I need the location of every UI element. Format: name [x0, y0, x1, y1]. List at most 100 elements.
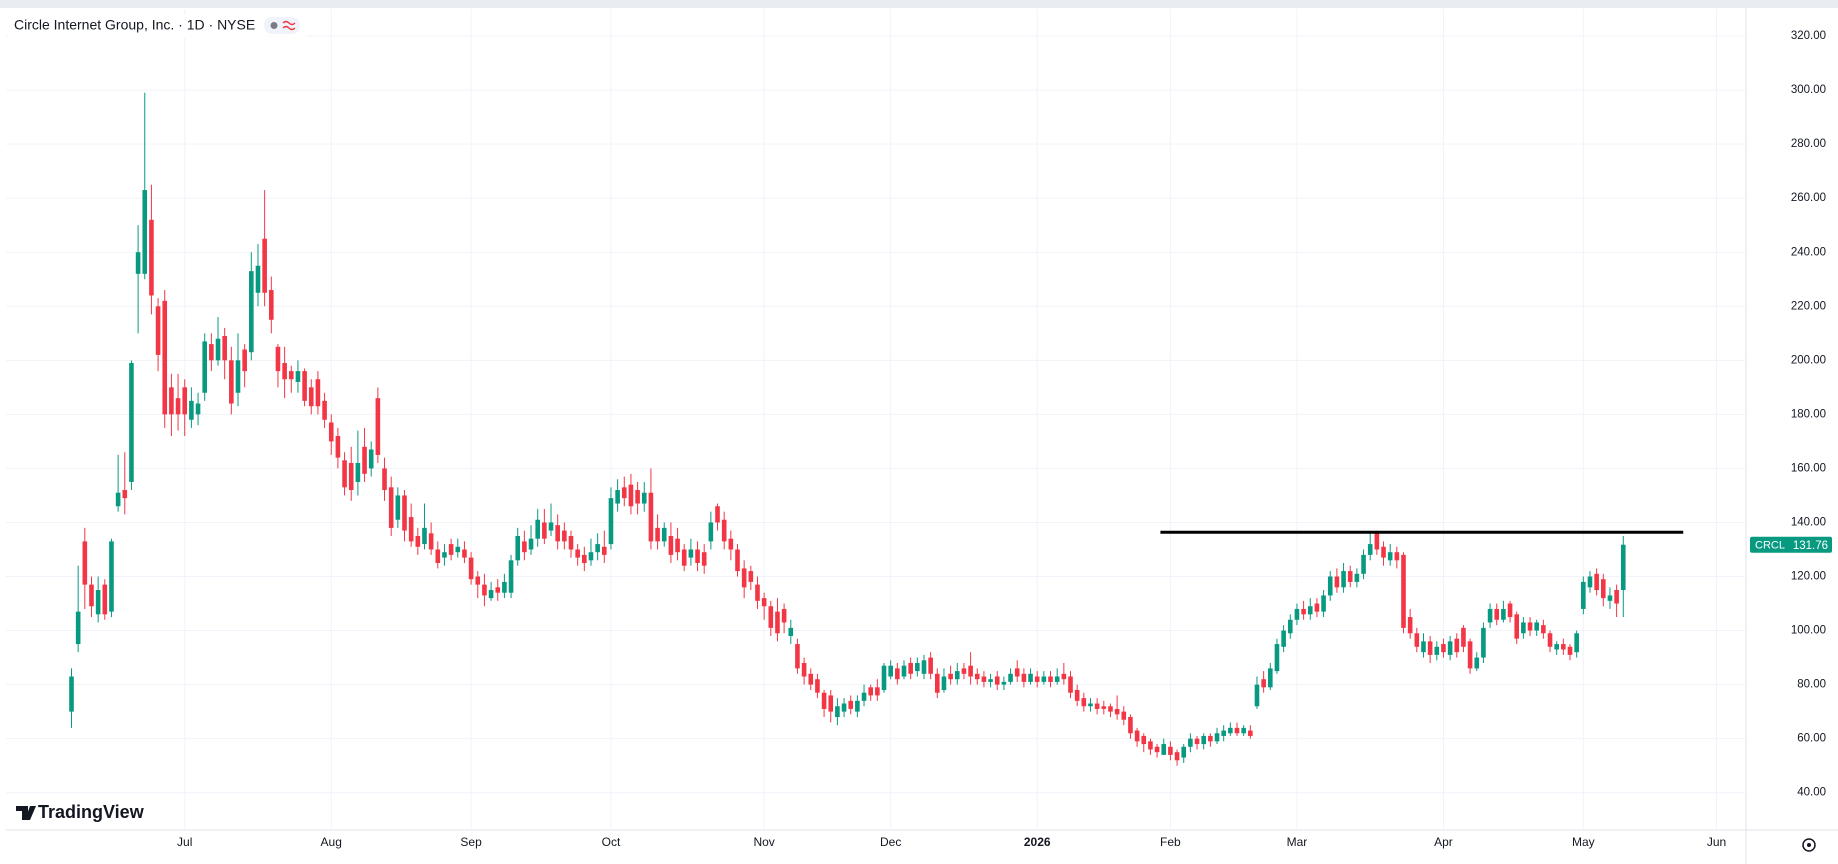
candle-body: [881, 665, 887, 691]
candle-body: [1314, 603, 1320, 612]
candle-body: [109, 541, 114, 612]
candles: [69, 92, 1684, 766]
candle-body: [775, 611, 780, 634]
candle-body: [1347, 571, 1353, 582]
y-tick-label: 320.00: [1791, 30, 1826, 42]
candle-body: [688, 549, 694, 558]
candle-body: [875, 687, 880, 696]
candle-body: [1034, 676, 1040, 682]
candle-body: [1194, 738, 1200, 745]
candle-body: [628, 484, 634, 507]
candle-body: [941, 676, 947, 691]
candle-body: [282, 363, 287, 380]
status-badge[interactable]: [264, 17, 300, 34]
candle-body: [142, 190, 148, 274]
candle-body: [602, 546, 607, 555]
y-tick-label: 280.00: [1791, 138, 1826, 150]
candle-body: [608, 498, 614, 545]
candle-body: [1321, 595, 1326, 612]
candle-body: [1434, 646, 1440, 655]
candle-body: [508, 560, 514, 593]
x-tick-label: Jun: [1707, 835, 1726, 849]
candle-body: [1028, 673, 1033, 682]
candle-body: [102, 584, 108, 615]
candle-body: [661, 527, 667, 542]
candle-body: [295, 371, 301, 382]
candle-body: [721, 519, 727, 542]
title-backdrop: [8, 14, 306, 38]
candle-body: [468, 557, 474, 580]
candle-body: [328, 422, 334, 442]
candle-body: [462, 549, 467, 558]
x-tick-label: 2026: [1024, 835, 1051, 849]
candle-body: [1101, 706, 1107, 709]
candle-body: [1467, 641, 1473, 669]
candle-body: [1307, 606, 1313, 615]
candle-body: [968, 665, 973, 677]
candle-body: [615, 490, 620, 504]
candle-body: [641, 492, 647, 504]
candle-body: [735, 549, 740, 572]
candle-body: [1341, 571, 1346, 588]
candle-body: [69, 676, 74, 712]
candle-body: [1228, 727, 1233, 734]
candle-body: [1188, 738, 1193, 747]
candle-body: [868, 687, 873, 696]
candle-body: [668, 535, 674, 555]
chart-title: Circle Internet Group, Inc. · 1D · NYSE: [14, 17, 255, 33]
candle-body: [981, 676, 987, 682]
candle-body: [748, 571, 754, 582]
candle-body: [355, 463, 361, 482]
candle-body: [488, 590, 494, 599]
candle-body: [1294, 608, 1300, 620]
candle-body: [1208, 735, 1213, 742]
candle-body: [135, 252, 141, 274]
candle-body: [129, 363, 134, 482]
candle-body: [348, 463, 354, 491]
candle-body: [1234, 727, 1240, 734]
candle-body: [202, 341, 207, 393]
candle-body: [1334, 576, 1340, 588]
candle-body: [1607, 595, 1613, 601]
candle-body: [988, 679, 993, 682]
candle-body: [595, 544, 600, 553]
candle-body: [229, 360, 234, 404]
logo-mark: [16, 806, 36, 820]
candle-body: [408, 517, 414, 542]
candle-body: [1094, 703, 1100, 709]
candle-body: [1541, 625, 1546, 634]
candle-body: [1201, 735, 1206, 745]
badge-dot: [270, 22, 278, 29]
candle-body: [675, 538, 680, 553]
candle-body: [1374, 533, 1380, 550]
candle-body: [1021, 673, 1027, 682]
candle-body: [182, 387, 188, 415]
candle-body: [1061, 673, 1067, 680]
candle-body: [1041, 676, 1047, 682]
candle-body: [395, 495, 401, 520]
candle-body: [335, 435, 341, 458]
candle-body: [1261, 679, 1266, 688]
candle-body: [115, 492, 121, 507]
candle-body: [382, 468, 387, 491]
candle-body: [648, 492, 654, 542]
candle-body: [122, 490, 128, 499]
candle-body: [1254, 684, 1260, 707]
candle-body: [1174, 752, 1180, 761]
y-tick-label: 80.00: [1797, 679, 1826, 691]
candle-body: [169, 387, 174, 415]
candle-body: [215, 338, 221, 361]
candle-body: [542, 522, 547, 539]
candle-body: [262, 238, 267, 293]
y-tick-label: 260.00: [1791, 192, 1826, 204]
candle-body: [562, 530, 567, 542]
candle-body: [1361, 554, 1366, 574]
candle-body: [1574, 633, 1579, 653]
candle-body: [89, 584, 94, 607]
y-tick-label: 160.00: [1791, 462, 1826, 474]
candle-body: [568, 535, 574, 550]
candle-body: [448, 544, 454, 555]
candle-body: [482, 584, 487, 596]
candle-body: [435, 549, 441, 563]
settings-icon[interactable]: [1802, 838, 1816, 852]
